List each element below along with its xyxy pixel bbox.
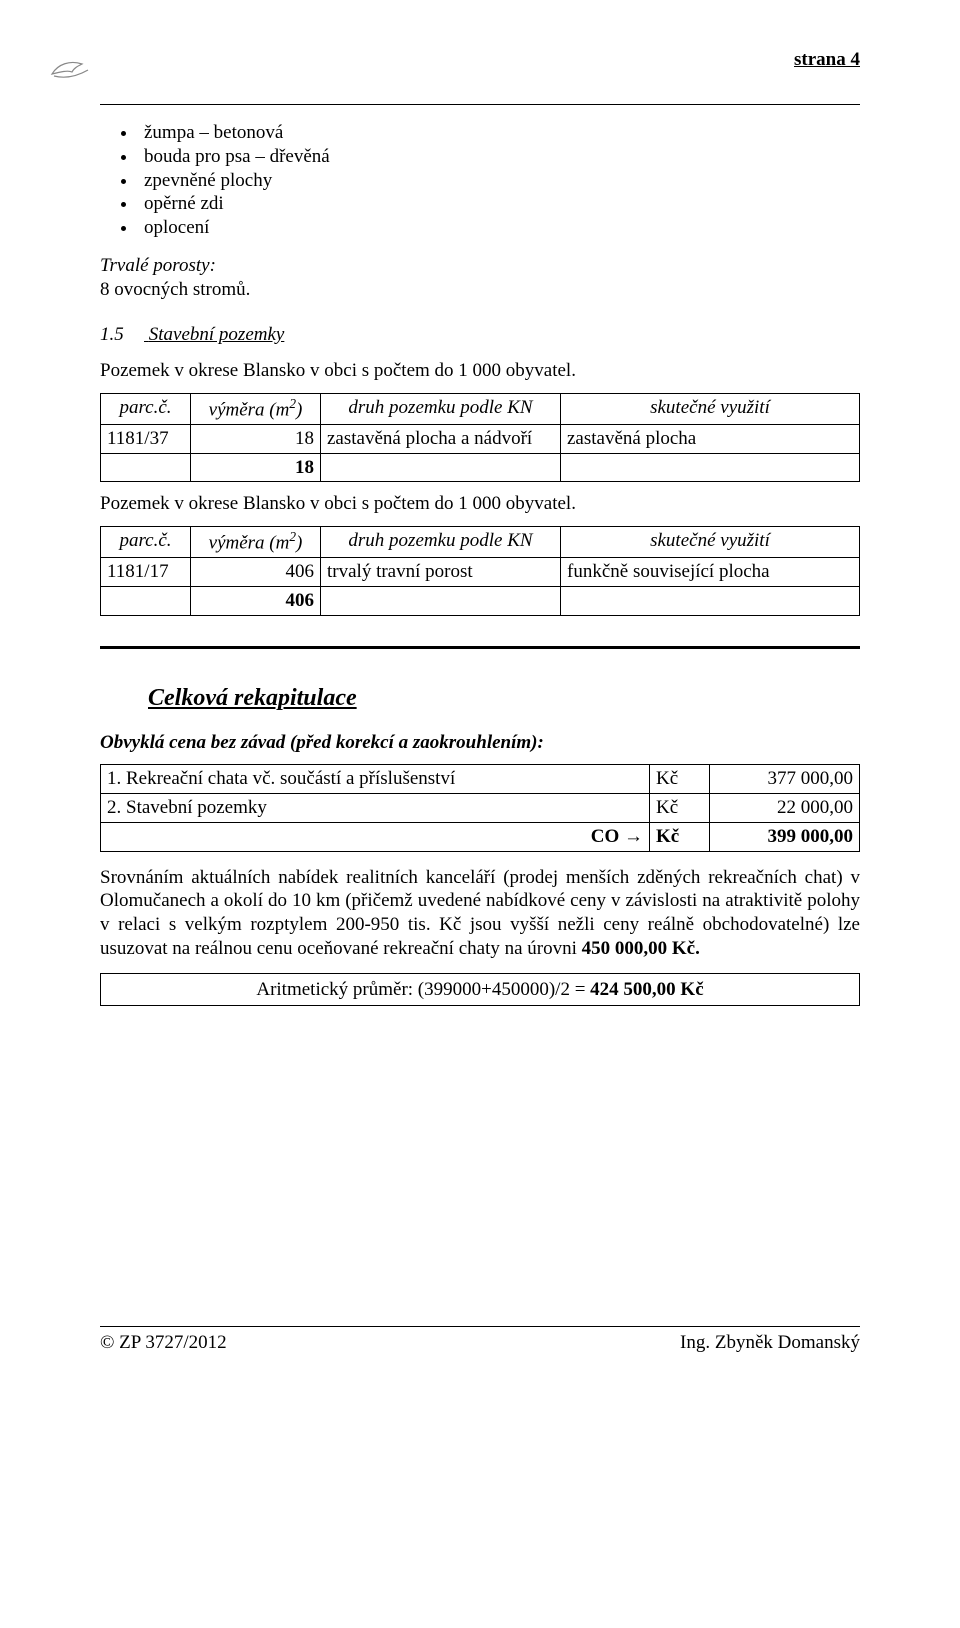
page-header: strana 4 xyxy=(100,48,860,96)
trvale-label: Trvalé porosty: xyxy=(100,255,216,276)
feature-list: žumpa – betonová bouda pro psa – dřevěná… xyxy=(138,121,860,240)
kn-table-1: parc.č. výměra (m2) druh pozemku podle K… xyxy=(100,393,860,483)
bird-logo-icon xyxy=(48,54,92,86)
footer-left: © ZP 3727/2012 xyxy=(100,1331,227,1355)
arithmetic-result: 424 500,00 Kč xyxy=(590,979,703,1000)
table-header-row: parc.č. výměra (m2) druh pozemku podle K… xyxy=(101,527,860,558)
page-number: strana 4 xyxy=(794,48,860,72)
summary-price: 450 000,00 Kč. xyxy=(582,938,700,959)
col-parc: parc.č. xyxy=(101,527,191,558)
col-vyuziti: skutečné využití xyxy=(561,527,860,558)
list-item: opěrné zdi xyxy=(138,192,860,216)
section-num: 1.5 xyxy=(100,323,144,347)
obvykla-cena-label: Obvyklá cena bez závad (před korekcí a z… xyxy=(100,731,860,755)
table-row: 1181/17 406 trvalý travní porost funkčně… xyxy=(101,558,860,587)
table-row: 406 xyxy=(101,586,860,615)
list-item: zpevněné plochy xyxy=(138,169,860,193)
col-parc: parc.č. xyxy=(101,393,191,424)
list-item: oplocení xyxy=(138,216,860,240)
col-druh: druh pozemku podle KN xyxy=(321,393,561,424)
header-rule xyxy=(100,104,860,105)
table-row: 18 xyxy=(101,453,860,482)
list-item: žumpa – betonová xyxy=(138,121,860,145)
table-row: 2. Stavební pozemky Kč 22 000,00 xyxy=(101,794,860,823)
trvale-text: 8 ovocných stromů. xyxy=(100,279,250,300)
arithmetic-cell: Aritmetický průměr: (399000+450000)/2 = … xyxy=(101,973,860,1006)
section-1-5-title: 1.5 Stavební pozemky xyxy=(100,323,860,347)
table-row: 1. Rekreační chata vč. součástí a příslu… xyxy=(101,765,860,794)
footer-right: Ing. Zbyněk Domanský xyxy=(680,1331,860,1355)
col-vymera: výměra (m2) xyxy=(191,393,321,424)
page-footer: © ZP 3727/2012 Ing. Zbyněk Domanský xyxy=(100,1326,860,1355)
table-row: Aritmetický průměr: (399000+450000)/2 = … xyxy=(101,973,860,1006)
footer-rule xyxy=(100,1326,860,1327)
table-total-row: CO → Kč 399 000,00 xyxy=(101,822,860,851)
pozemek-intro-1: Pozemek v okrese Blansko v obci s počtem… xyxy=(100,359,860,383)
recap-table: 1. Rekreační chata vč. součástí a příslu… xyxy=(100,764,860,851)
section-divider xyxy=(100,646,860,649)
recap-title: Celková rekapitulace xyxy=(148,683,860,713)
section-label: Stavební pozemky xyxy=(149,324,285,345)
table-row: 1181/37 18 zastavěná plocha a nádvoří za… xyxy=(101,424,860,453)
kn-table-2: parc.č. výměra (m2) druh pozemku podle K… xyxy=(100,526,860,616)
pozemek-intro-2: Pozemek v okrese Blansko v obci s počtem… xyxy=(100,492,860,516)
trvale-porosty: Trvalé porosty: 8 ovocných stromů. xyxy=(100,254,860,302)
arithmetic-table: Aritmetický průměr: (399000+450000)/2 = … xyxy=(100,973,860,1007)
col-vyuziti: skutečné využití xyxy=(561,393,860,424)
table-header-row: parc.č. výměra (m2) druh pozemku podle K… xyxy=(101,393,860,424)
col-druh: druh pozemku podle KN xyxy=(321,527,561,558)
list-item: bouda pro psa – dřevěná xyxy=(138,145,860,169)
col-vymera: výměra (m2) xyxy=(191,527,321,558)
summary-paragraph: Srovnáním aktuálních nabídek realitních … xyxy=(100,866,860,961)
